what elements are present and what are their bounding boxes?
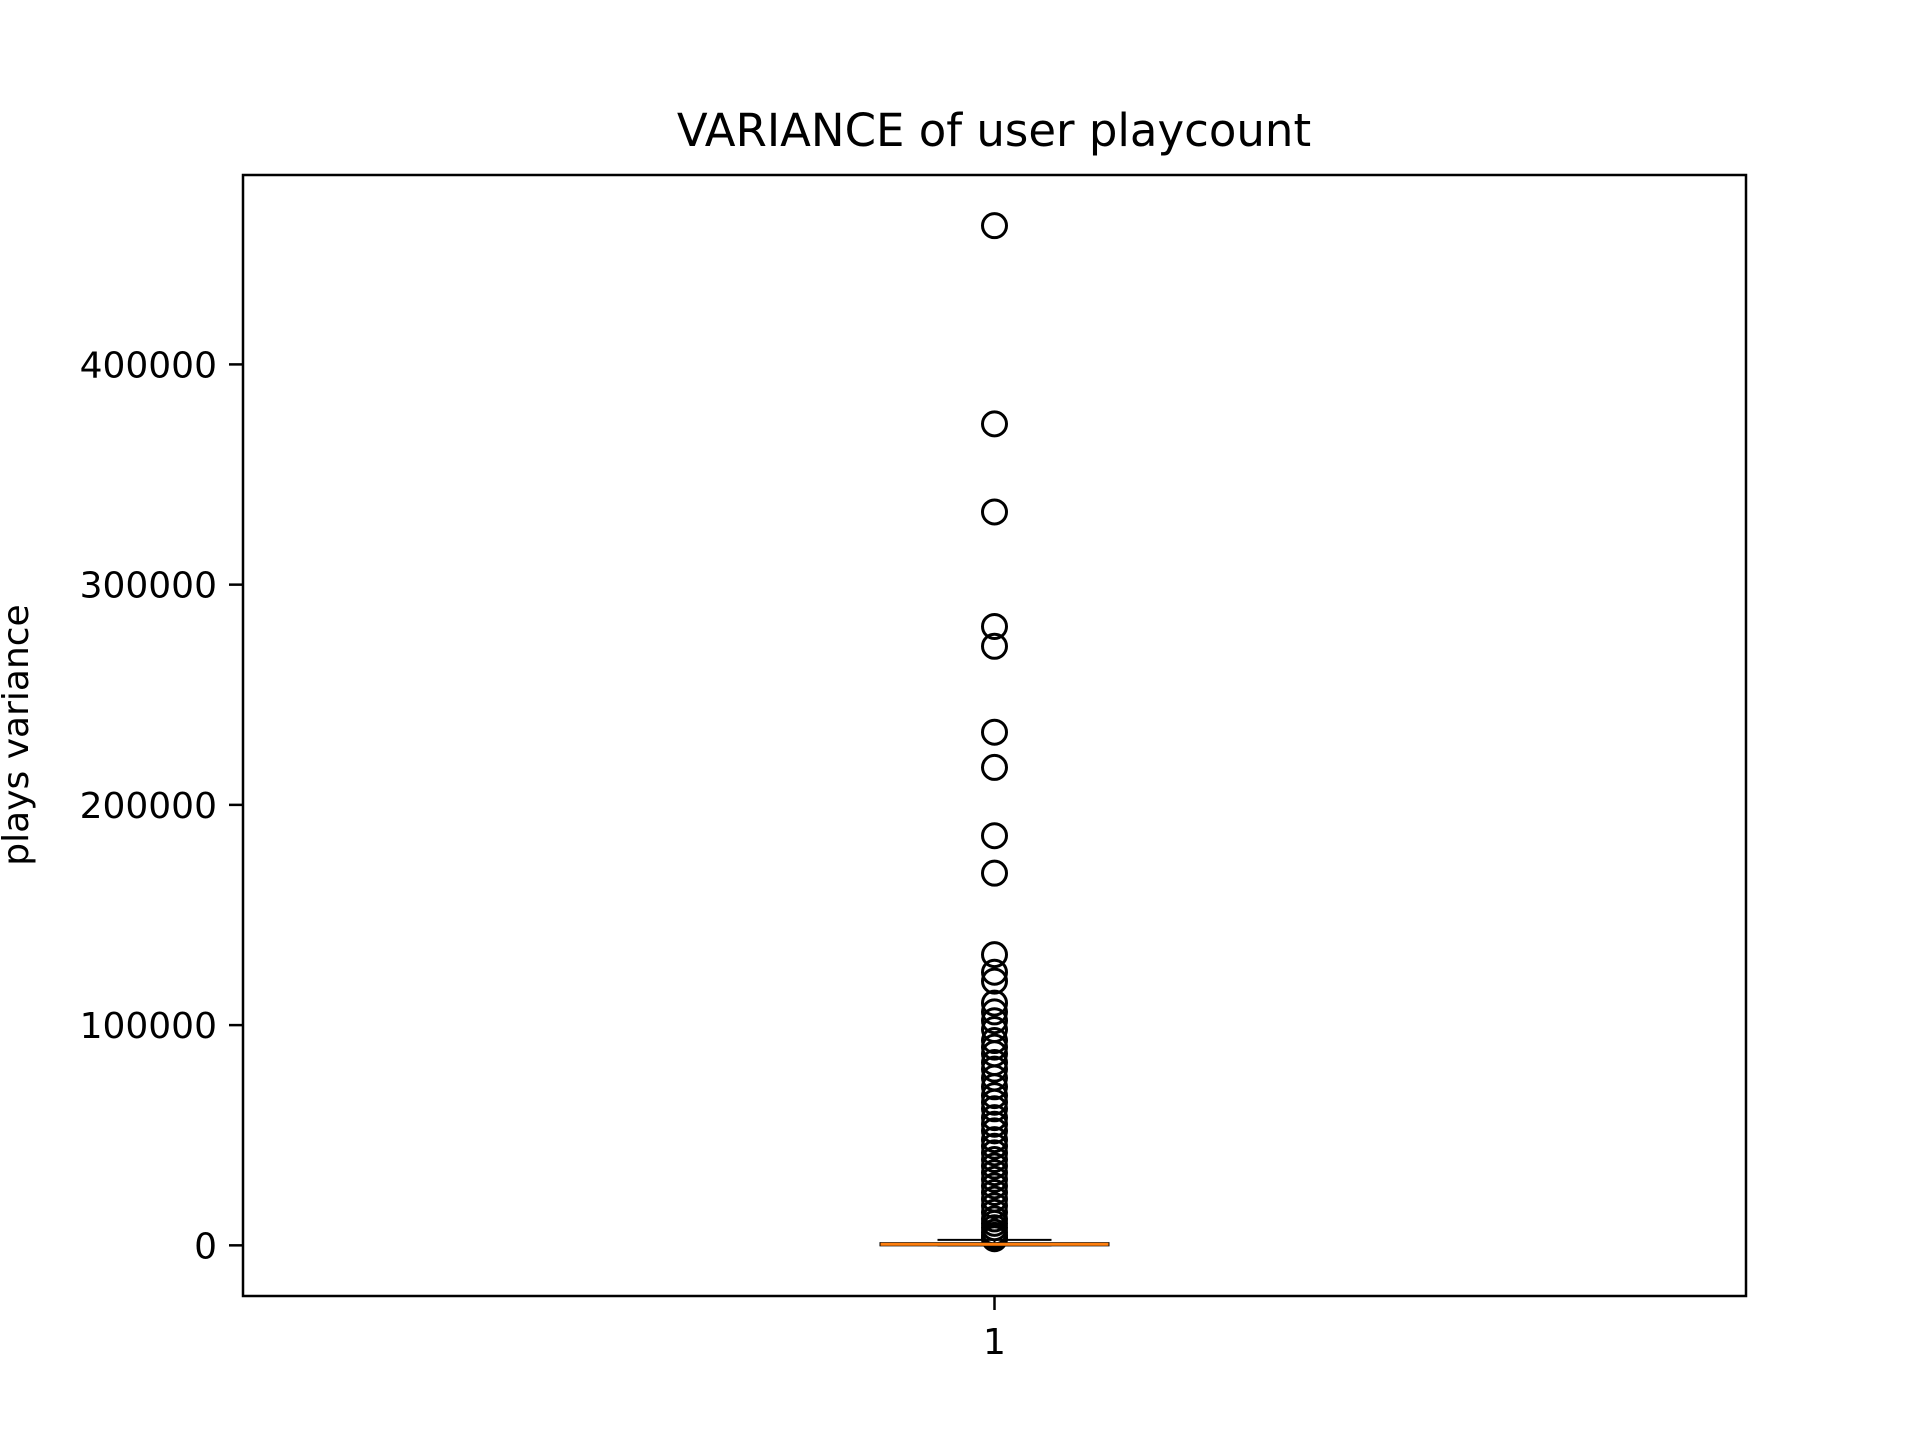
- y-tick-label: 400000: [80, 345, 217, 386]
- outlier-point: [981, 1088, 1008, 1116]
- outlier-point: [981, 1027, 1008, 1055]
- outlier-point: [981, 989, 1008, 1017]
- outlier-point: [981, 1225, 1008, 1253]
- outlier-point: [981, 1104, 1008, 1132]
- plot-frame: [241, 173, 1748, 1298]
- outlier-point: [981, 1126, 1008, 1154]
- outlier-point: [981, 1082, 1008, 1110]
- outlier-point: [981, 958, 1008, 986]
- outlier-point: [981, 941, 1008, 969]
- outlier-point: [981, 822, 1008, 850]
- y-tick-label: 100000: [80, 1006, 217, 1047]
- outlier-point: [981, 1110, 1008, 1138]
- outlier-point: [981, 1117, 1008, 1145]
- outlier-point: [981, 718, 1008, 746]
- outlier-point: [981, 967, 1008, 995]
- chart-title: VARIANCE of user playcount: [677, 104, 1311, 157]
- outlier-point: [981, 498, 1008, 526]
- outlier-point: [981, 1139, 1008, 1167]
- outlier-point: [981, 612, 1008, 640]
- outlier-point: [981, 753, 1008, 781]
- outlier-point: [981, 212, 1008, 240]
- outlier-point: [981, 859, 1008, 887]
- outlier-point: [981, 410, 1008, 438]
- y-tick-label: 200000: [80, 786, 217, 827]
- y-tick-label: 300000: [80, 566, 217, 607]
- outlier-point: [981, 1073, 1008, 1101]
- outlier-point: [981, 1192, 1008, 1220]
- plot-marks: 0 100000 200000 300000 400000 1: [80, 212, 1110, 1363]
- outlier-point: [981, 1055, 1008, 1083]
- y-axis-label: plays variance: [0, 604, 37, 865]
- outlier-point: [981, 1007, 1008, 1035]
- y-tick-label: 0: [194, 1226, 217, 1267]
- outlier-point: [981, 1033, 1008, 1061]
- outlier-point: [981, 632, 1008, 660]
- outlier-point: [981, 1145, 1008, 1173]
- outlier-point: [981, 1172, 1008, 1200]
- outlier-point: [981, 1159, 1008, 1187]
- outlier-point: [981, 1095, 1008, 1123]
- outlier-point: [981, 1165, 1008, 1193]
- outlier-point: [981, 1132, 1008, 1160]
- outlier-point: [981, 1152, 1008, 1180]
- x-tick-label: 1: [983, 1322, 1006, 1363]
- outlier-point: [981, 1178, 1008, 1206]
- outlier-point: [981, 998, 1008, 1026]
